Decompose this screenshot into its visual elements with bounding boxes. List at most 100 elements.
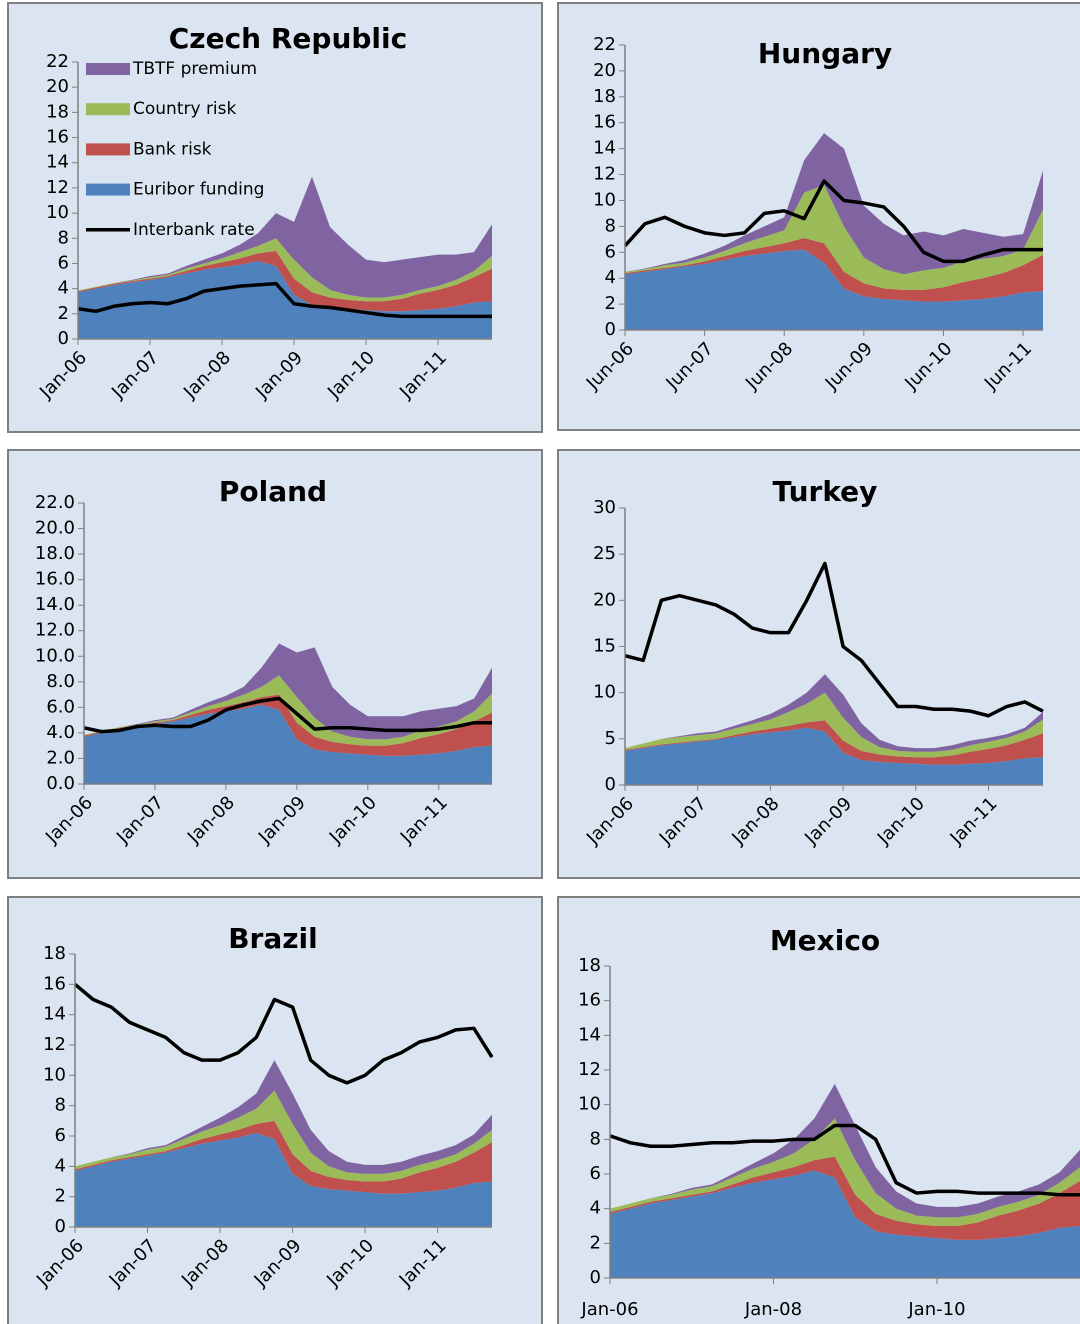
y-tick-label: 25 [593,543,616,564]
y-tick-label: 2 [590,1232,601,1253]
y-tick-label: 0 [55,1216,66,1237]
stacked-area [625,727,1043,785]
y-tick-label: 30 [593,497,616,518]
chart-title: Mexico [770,924,880,957]
stacked-area [625,692,1043,758]
legend-label: Bank risk [133,139,212,159]
y-tick-label: 20 [593,589,616,610]
stacked-area [625,720,1043,765]
legend-swatch [86,63,130,75]
y-tick-label: 8 [605,215,616,236]
y-tick-label: 10.0 [35,645,75,666]
legend-label: TBTF premium [132,59,257,79]
panel: 0 2 4 6 8 10 12 14 16 18 Jan-06 Jan-08 Jan-10 Mexico [557,896,1080,1324]
y-tick-label: 10 [43,1064,66,1085]
chart-title: Hungary [758,37,892,70]
y-tick-label: 14 [46,152,69,173]
y-tick-label: 18.0 [35,543,75,564]
y-tick-label: 18 [578,955,601,976]
line [73,982,494,1085]
stacked-area [78,176,492,298]
y-tick-label: 18 [593,86,616,107]
y-tick-label: 16 [43,973,66,994]
legend-swatch [86,143,130,156]
stacked-area [610,1156,1080,1240]
y-tick-label: 22 [593,34,616,55]
y-tick-label: 10 [593,189,616,210]
chart-title: Brazil [228,922,318,955]
y-tick-label: 16 [46,127,69,148]
y-tick-label: 0 [58,328,69,349]
legend-label: Interbank rate [133,220,255,240]
x-tick-label: Jan-06 [580,1299,638,1320]
y-tick-label: 10 [46,202,69,223]
stacked-area [75,1132,492,1227]
stacked-area [78,260,492,339]
line [609,1123,1080,1197]
stacked-area [78,250,492,312]
line [83,696,492,734]
y-tick-label: 6 [590,1163,601,1184]
y-tick-label: 12 [593,164,616,185]
y-tick-label: 16 [578,990,601,1011]
y-tick-label: 0 [590,1267,601,1288]
y-tick-label: 20.0 [35,518,75,539]
y-tick-label: 16 [593,112,616,133]
y-tick-label: 15 [593,636,616,657]
y-tick-label: 12 [43,1034,66,1055]
y-tick-label: 20 [593,60,616,81]
stacked-area [75,1120,492,1194]
y-tick-label: 8 [58,227,69,248]
chart-title: Turkey [773,475,878,508]
y-tick-label: 0 [605,319,616,340]
stacked-area [78,238,492,302]
panel-background [557,449,1080,879]
y-tick-label: 22 [46,51,69,72]
y-tick-label: 0.0 [46,773,75,794]
y-tick-label: 2.0 [46,747,75,768]
y-tick-label: 0 [605,774,616,795]
stacked-area [610,1118,1080,1226]
y-tick-label: 14 [593,138,616,159]
x-tick-label: Jan-10 [907,1299,965,1320]
y-tick-label: 4 [605,267,616,288]
y-tick-label: 5 [605,728,616,749]
x-tick-label: Jan-08 [744,1299,802,1320]
stacked-area [625,249,1043,330]
stacked-area [610,1170,1080,1278]
y-tick-label: 10 [578,1094,601,1115]
stacked-area [625,674,1043,752]
y-tick-label: 14 [43,1004,66,1025]
y-tick-label: 8.0 [46,671,75,692]
chart-title: Poland [219,475,327,508]
stacked-area [75,1060,492,1174]
y-tick-label: 12.0 [35,620,75,641]
line [77,281,492,319]
y-tick-label: 18 [46,101,69,122]
stacked-area [84,643,492,740]
y-tick-label: 4.0 [46,722,75,743]
line [623,179,1043,264]
y-tick-label: 10 [593,682,616,703]
y-tick-label: 6 [605,241,616,262]
y-tick-label: 2 [58,303,69,324]
y-tick-label: 8 [55,1095,66,1116]
stacked-area [625,238,1043,302]
legend-swatch [86,103,130,116]
y-tick-label: 22.0 [35,492,75,513]
panel: 0.0 2.0 4.0 6.0 8.0 10.0 12.0 14.0 16.0 18.0 20.0 2… [7,449,543,879]
y-tick-label: 12 [578,1059,601,1080]
stacked-area [84,675,492,746]
y-tick-label: 6 [58,252,69,273]
y-tick-label: 6.0 [46,696,75,717]
stacked-area [84,704,492,784]
y-tick-label: 20 [46,76,69,97]
stacked-area [625,184,1043,290]
legend-label: Euribor funding [133,180,264,200]
chart-title: Czech Republic [169,22,407,55]
